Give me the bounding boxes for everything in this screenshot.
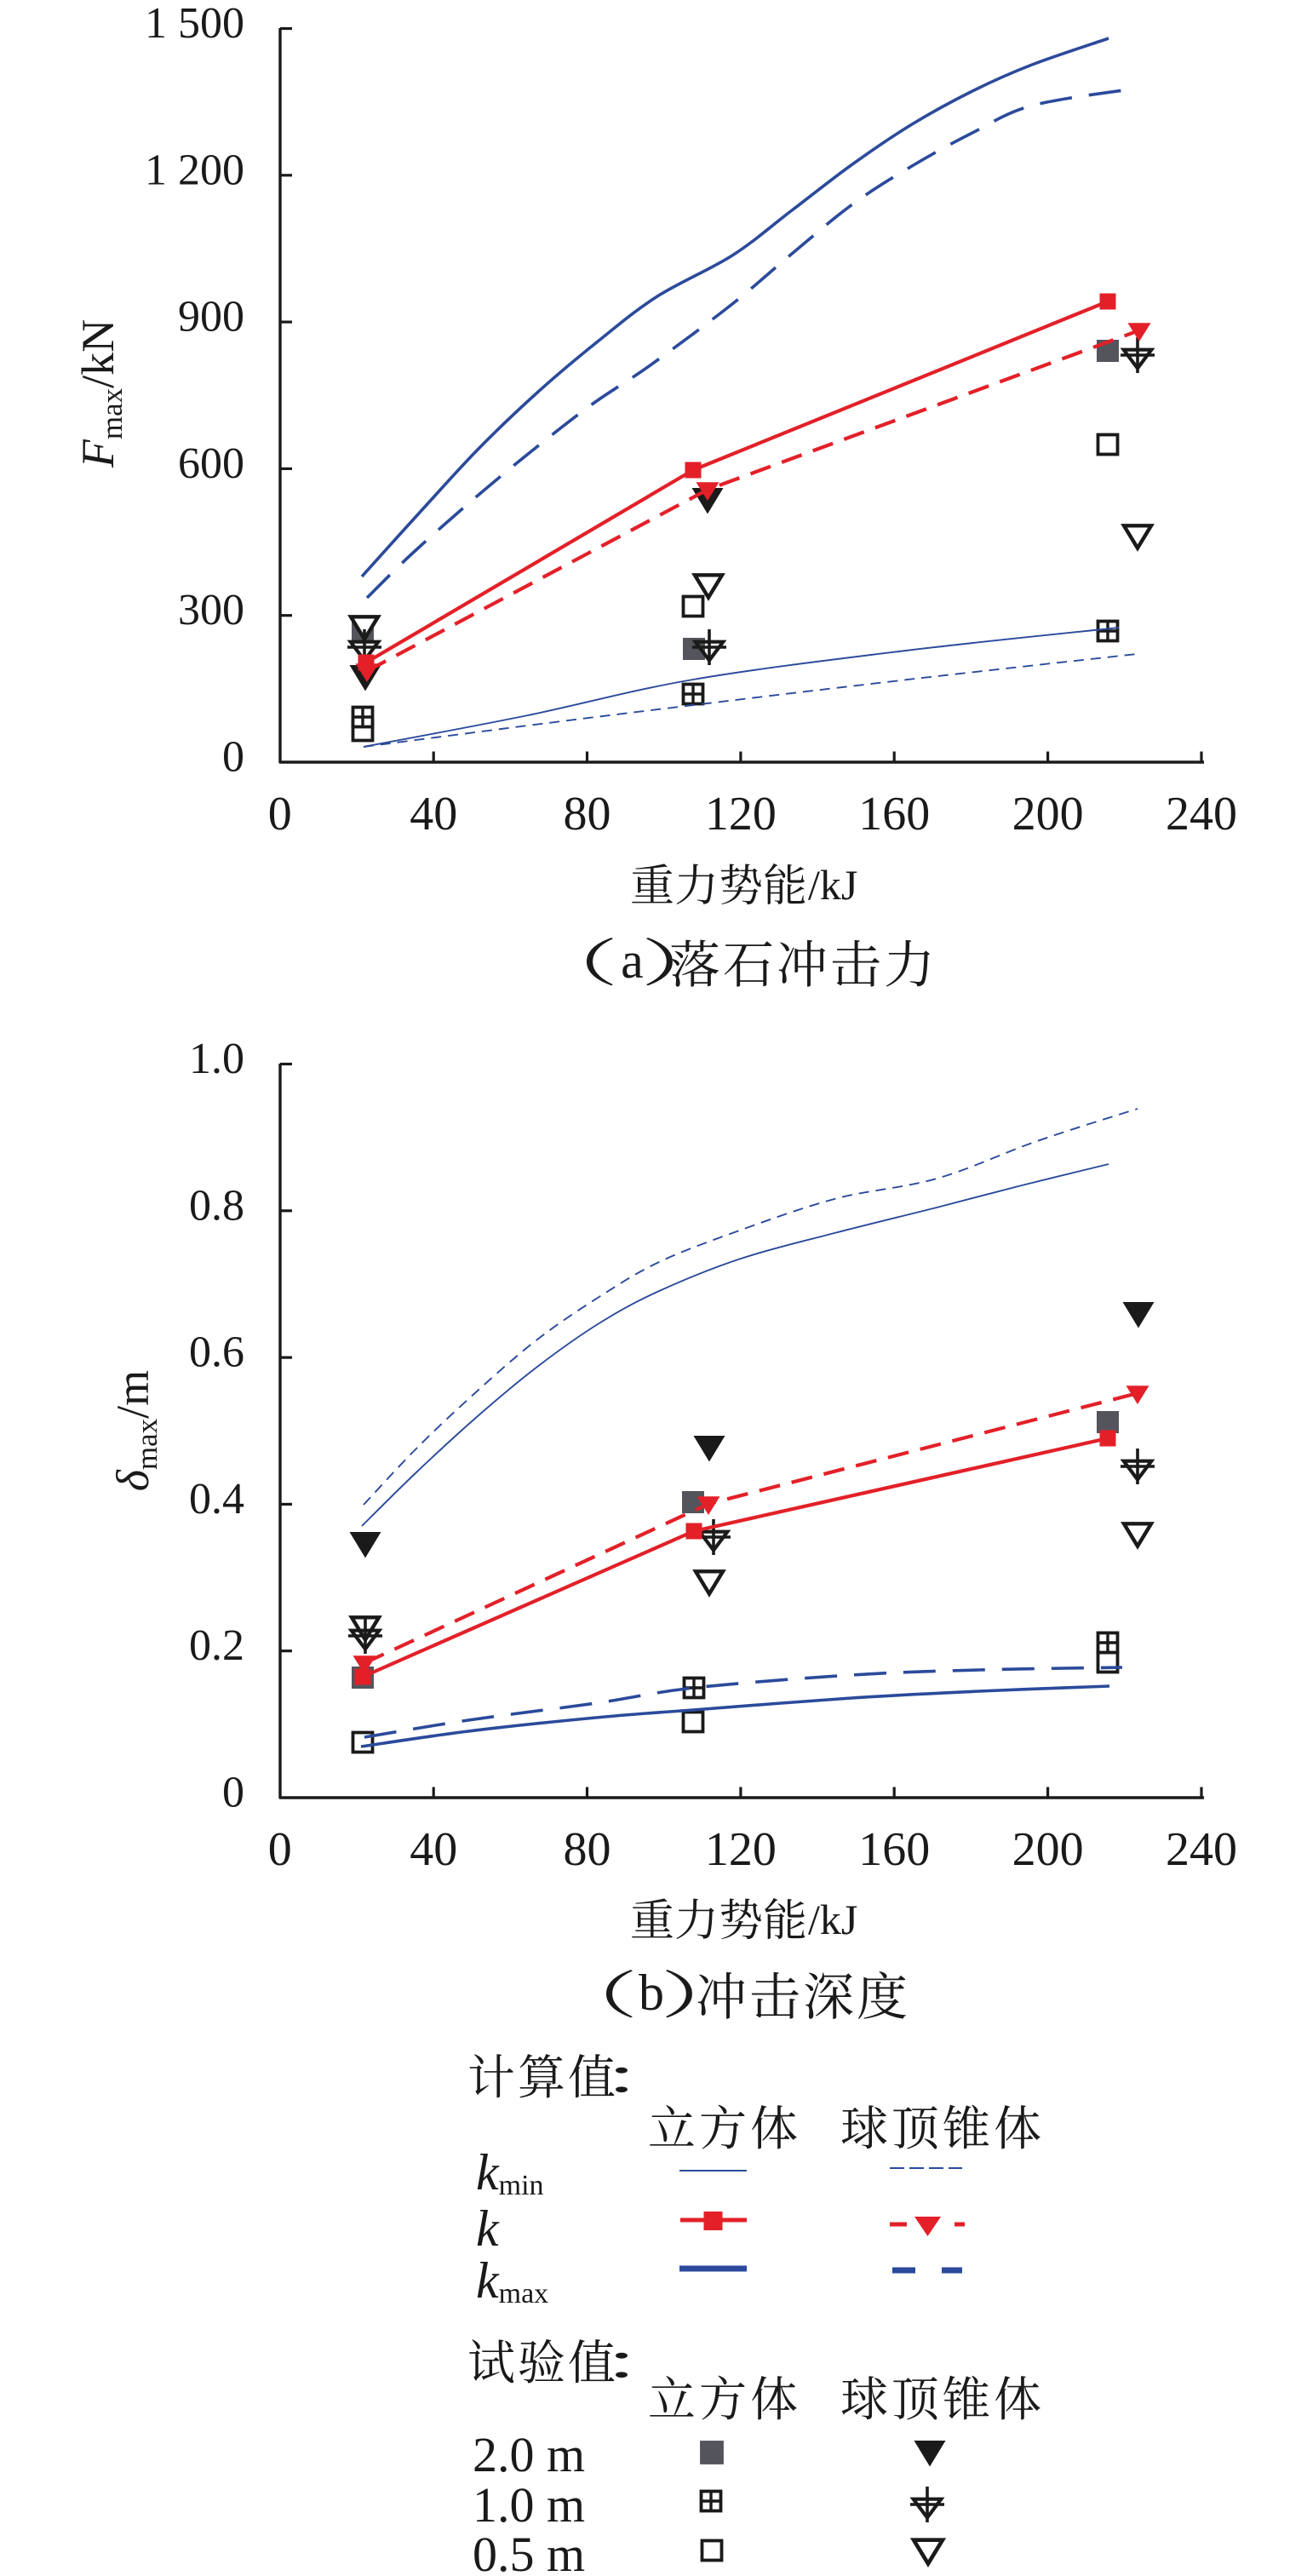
svg-text:1 200: 1 200 <box>145 146 244 194</box>
svg-text:0: 0 <box>222 733 244 782</box>
svg-text:0: 0 <box>222 1769 244 1817</box>
svg-text:k: k <box>476 2200 500 2257</box>
svg-text:40: 40 <box>410 788 457 840</box>
svg-text:0.5 m: 0.5 m <box>473 2527 585 2576</box>
svg-text:/kJ: /kJ <box>808 1896 857 1943</box>
svg-text:0: 0 <box>268 788 292 840</box>
svg-text:240: 240 <box>1166 1823 1237 1876</box>
svg-text:0.6: 0.6 <box>189 1328 244 1377</box>
svg-text:a: a <box>621 932 644 989</box>
svg-text:40: 40 <box>410 1823 457 1876</box>
svg-text:δmax/m: δmax/m <box>107 1370 163 1491</box>
svg-text:80: 80 <box>564 788 611 840</box>
svg-text:0: 0 <box>268 1823 292 1876</box>
svg-text:120: 120 <box>705 788 777 840</box>
svg-text:160: 160 <box>858 788 930 840</box>
svg-text:160: 160 <box>858 1823 930 1876</box>
svg-text:kmin: kmin <box>476 2144 544 2201</box>
svg-text:b: b <box>639 1965 664 2021</box>
svg-text:1.0 m: 1.0 m <box>473 2477 585 2533</box>
svg-text:1.0: 1.0 <box>189 1035 244 1083</box>
svg-text:120: 120 <box>705 1823 777 1876</box>
svg-text:600: 600 <box>178 439 244 488</box>
svg-text:2.0 m: 2.0 m <box>473 2427 585 2482</box>
svg-text:Fmax/kN: Fmax/kN <box>72 319 129 468</box>
svg-text:200: 200 <box>1012 788 1084 840</box>
svg-text:kmax: kmax <box>476 2252 548 2309</box>
svg-text:/kJ: /kJ <box>808 861 857 909</box>
svg-text:240: 240 <box>1166 788 1237 840</box>
svg-text:300: 300 <box>178 586 244 634</box>
svg-text:1 500: 1 500 <box>145 0 244 48</box>
svg-text:200: 200 <box>1012 1823 1084 1876</box>
svg-text:80: 80 <box>564 1823 611 1876</box>
svg-text:0.4: 0.4 <box>189 1475 244 1523</box>
svg-text:0.2: 0.2 <box>189 1621 244 1670</box>
svg-text:900: 900 <box>178 293 244 341</box>
svg-text:0.8: 0.8 <box>189 1181 244 1230</box>
